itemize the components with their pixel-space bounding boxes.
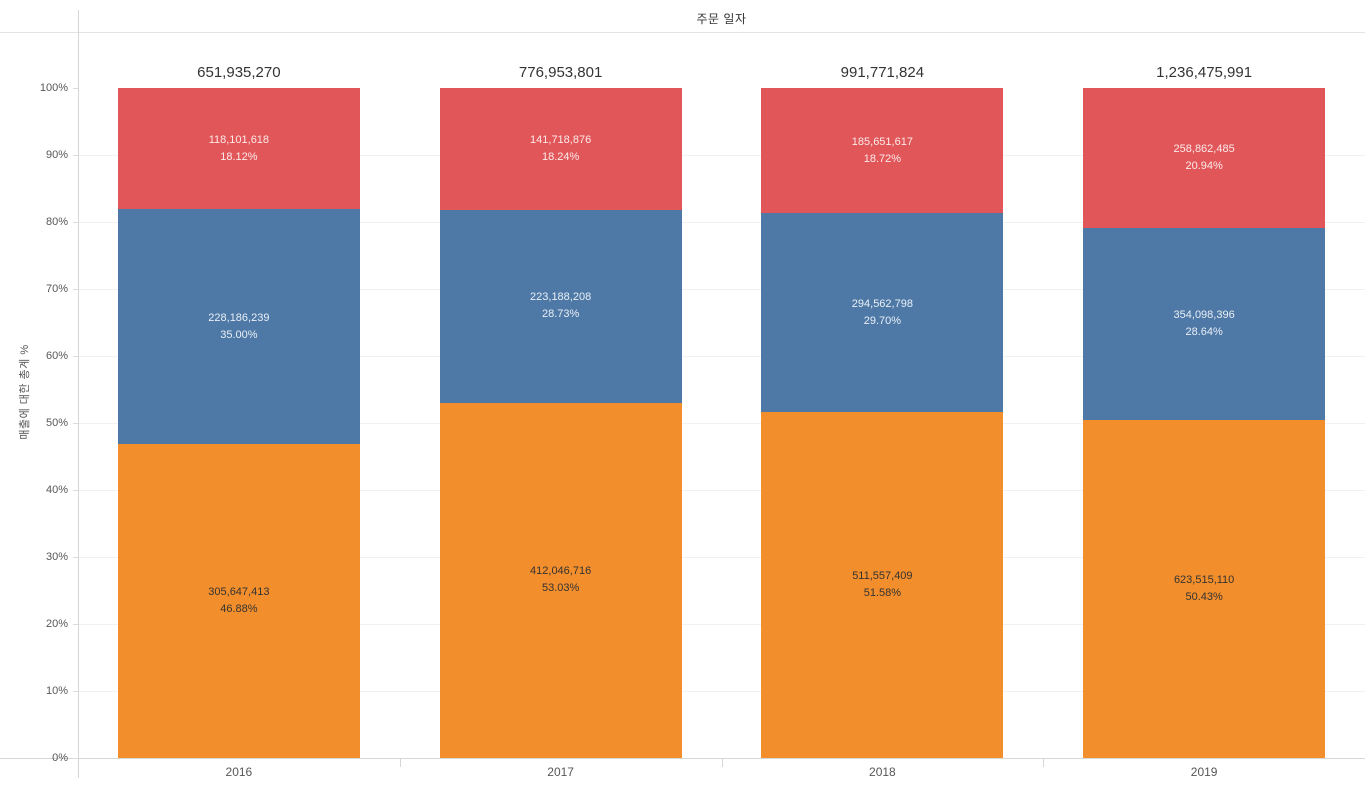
y-axis-line — [78, 10, 79, 778]
x-tick-mark — [721, 759, 723, 767]
y-tick-label: 70% — [45, 283, 68, 295]
y-axis-title: 매출에 대한 총계 % — [19, 344, 31, 440]
y-tick-mark — [73, 356, 78, 357]
gridline — [79, 222, 1365, 223]
y-tick-label: 90% — [45, 149, 68, 161]
gridline — [79, 691, 1365, 692]
segment-label: 623,515,110 50.43% — [1173, 574, 1235, 604]
bar-total-label: 991,771,824 — [840, 64, 925, 81]
x-tick-label: 2018 — [869, 765, 896, 779]
segment-label: 223,188,208 28.73% — [530, 291, 592, 321]
y-tick-label: 0% — [52, 752, 68, 764]
bar-segment-bottom-2016[interactable]: 305,647,413 46.88% — [117, 443, 360, 758]
y-tick-mark — [73, 624, 78, 625]
y-tick-label: 40% — [45, 484, 68, 496]
y-tick-label: 20% — [45, 618, 68, 630]
bar-segment-bottom-2017[interactable]: 412,046,716 53.03% — [439, 402, 682, 758]
segment-label: 305,647,413 46.88% — [208, 585, 270, 615]
y-tick-label: 100% — [39, 82, 68, 94]
y-tick-mark — [73, 423, 78, 424]
y-tick-label: 60% — [45, 350, 68, 362]
y-tick-label: 30% — [45, 551, 68, 563]
segment-label: 228,186,239 35.00% — [208, 311, 270, 341]
x-tick-mark — [1043, 759, 1045, 767]
bar-total-label: 776,953,801 — [518, 64, 603, 81]
gridline — [79, 624, 1365, 625]
y-tick-mark — [73, 88, 78, 89]
gridline — [79, 557, 1365, 558]
bar-segment-bottom-2019[interactable]: 623,515,110 50.43% — [1083, 420, 1326, 758]
x-axis-line — [0, 758, 1365, 759]
gridline — [79, 289, 1365, 290]
bar-segment-bottom-2018[interactable]: 511,557,409 51.58% — [761, 412, 1004, 758]
y-tick-label: 10% — [45, 685, 68, 697]
bar-segment-top-2016[interactable]: 118,101,618 18.12% — [117, 88, 360, 210]
segment-label: 511,557,409 51.58% — [852, 570, 913, 600]
segment-label: 412,046,716 53.03% — [530, 565, 592, 595]
segment-label: 185,651,617 18.72% — [851, 135, 913, 165]
x-tick-mark — [399, 759, 401, 767]
y-tick-mark — [73, 490, 78, 491]
gridline — [79, 423, 1365, 424]
x-tick-label: 2016 — [225, 765, 253, 779]
gridline — [79, 490, 1365, 491]
gridline — [79, 356, 1365, 357]
bar-segment-top-2019[interactable]: 258,862,485 20.94% — [1083, 88, 1326, 229]
y-tick-mark — [73, 758, 78, 759]
x-tick-label: 2019 — [1190, 765, 1218, 779]
bar-segment-top-2017[interactable]: 141,718,876 18.24% — [439, 88, 682, 211]
segment-label: 141,718,876 18.24% — [530, 134, 592, 164]
y-tick-label: 50% — [45, 417, 68, 429]
bar-segment-middle-2016[interactable]: 228,186,239 35.00% — [117, 209, 360, 444]
bar-segment-top-2018[interactable]: 185,651,617 18.72% — [761, 88, 1004, 214]
y-tick-mark — [73, 222, 78, 223]
gridline — [79, 155, 1365, 156]
bar-total-label: 651,935,270 — [197, 64, 281, 81]
header-divider — [0, 32, 1365, 33]
bar-total-label: 1,236,475,991 — [1156, 64, 1253, 81]
y-tick-mark — [73, 557, 78, 558]
bar-segment-middle-2019[interactable]: 354,098,396 28.64% — [1083, 228, 1326, 421]
y-tick-mark — [73, 289, 78, 290]
segment-label: 354,098,396 28.64% — [1173, 309, 1235, 339]
y-tick-mark — [73, 155, 78, 156]
segment-label: 258,862,485 20.94% — [1173, 143, 1235, 173]
x-tick-label: 2017 — [547, 765, 574, 779]
y-tick-mark — [73, 691, 78, 692]
segment-label: 118,101,618 18.12% — [208, 133, 270, 163]
y-tick-label: 80% — [45, 216, 68, 228]
chart-title: 주문 일자 — [696, 12, 747, 26]
segment-label: 294,562,798 29.70% — [851, 297, 913, 327]
bar-segment-middle-2017[interactable]: 223,188,208 28.73% — [439, 210, 682, 403]
bar-segment-middle-2018[interactable]: 294,562,798 29.70% — [761, 213, 1004, 413]
